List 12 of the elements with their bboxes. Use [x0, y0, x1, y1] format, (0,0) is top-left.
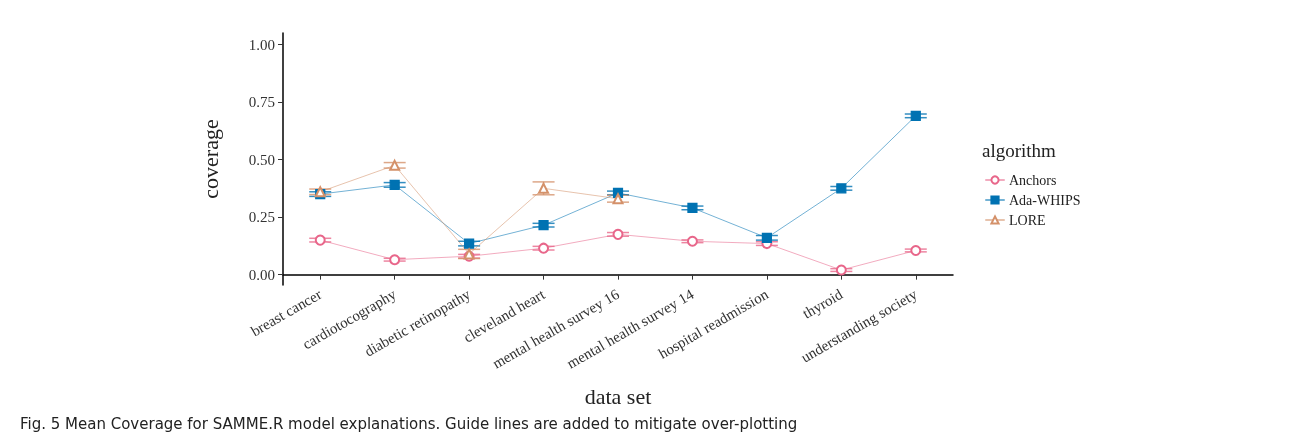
- y-tick-label: 1.00: [248, 36, 275, 53]
- legend-label: LORE: [1009, 212, 1046, 228]
- x-axis-title: data set: [584, 383, 652, 409]
- legend-label: Ada-WHIPS: [1009, 192, 1081, 208]
- caption: Fig. 5 Mean Coverage for SAMME.R model explanations. Guide lines are added to mitigate over-plotting: [20, 414, 798, 433]
- y-tick-label: 0.50: [248, 151, 275, 168]
- legend-title: algorithm: [982, 140, 1057, 161]
- y-axis-title: coverage: [197, 119, 223, 199]
- y-tick-label: 0.00: [248, 266, 275, 283]
- y-tick-label: 0.25: [248, 209, 275, 226]
- y-tick-label: 0.75: [248, 94, 275, 111]
- legend-label: Anchors: [1009, 172, 1057, 188]
